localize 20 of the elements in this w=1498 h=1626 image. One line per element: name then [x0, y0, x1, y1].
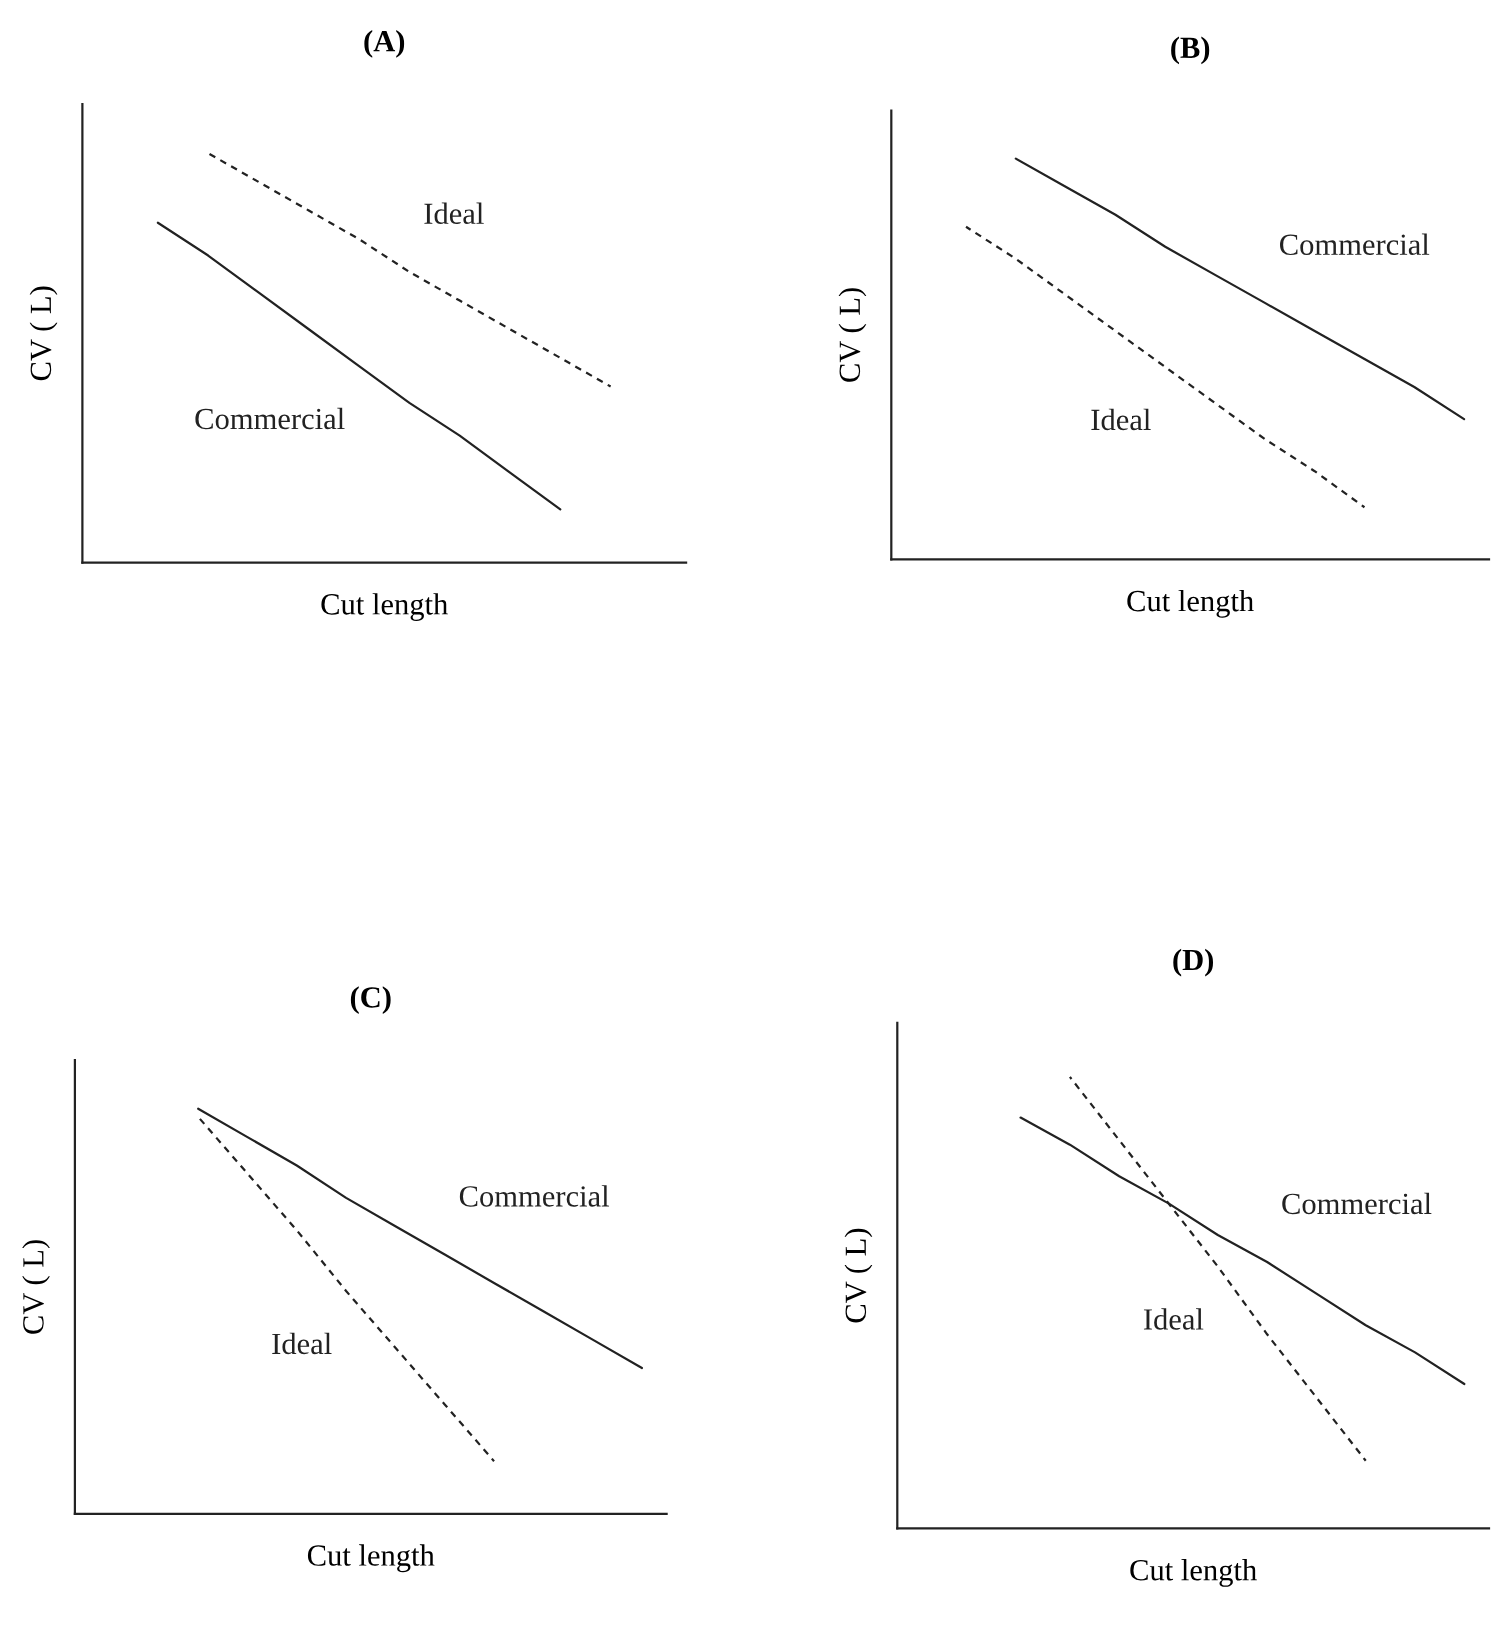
series-label: Commercial — [1280, 233, 1430, 256]
series-label: Ideal — [424, 202, 484, 225]
y-axis-title: CV ( L) — [844, 1228, 873, 1323]
y-axis-title: CV ( L) — [838, 288, 867, 382]
y-axis-title: CV ( L) — [22, 1240, 50, 1334]
series-label: Commercial — [459, 1185, 610, 1207]
x-axis-title: Cut length — [307, 1544, 435, 1573]
chart-title: (B) — [1171, 36, 1210, 65]
series-label: Ideal — [1143, 1308, 1204, 1330]
series-label: Commercial — [195, 407, 345, 430]
x-axis-title: Cut length — [1130, 1559, 1257, 1587]
chart-title: (A) — [364, 30, 405, 58]
chart-title: (D) — [1173, 948, 1214, 977]
series-label: Ideal — [1091, 408, 1151, 431]
x-axis-title: Cut length — [1127, 589, 1254, 618]
x-axis-title: Cut length — [321, 593, 448, 621]
series-label: Ideal — [272, 1332, 332, 1355]
y-axis-title: CV ( L) — [29, 286, 58, 381]
chart-title: (C) — [350, 986, 391, 1014]
series-label: Commercial — [1282, 1192, 1432, 1215]
